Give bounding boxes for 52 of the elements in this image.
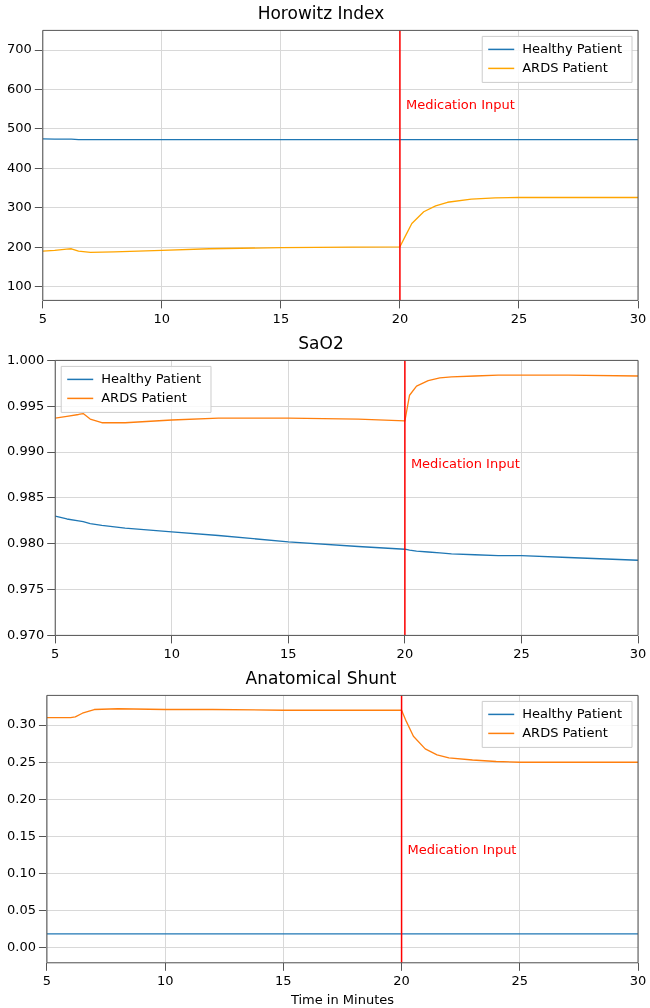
y-tick-label: 0.25	[6, 753, 36, 769]
chart-title: Horowitz Index	[257, 2, 385, 23]
legend-label: ARDS Patient	[522, 59, 608, 75]
y-tick-label: 500	[6, 120, 32, 136]
y-tick-label: 100	[6, 277, 32, 293]
x-tick-label: 15	[275, 972, 292, 988]
x-tick-label: 25	[513, 645, 530, 661]
x-tick-label: 25	[511, 972, 529, 988]
y-tick-label: 600	[6, 80, 32, 96]
legend-label: Healthy Patient	[522, 40, 622, 56]
y-tick-label: 0.985	[7, 489, 45, 505]
y-tick-label: 0.15	[6, 827, 36, 843]
y-tick-label: 0.970	[7, 626, 45, 642]
legend-label: ARDS Patient	[101, 389, 187, 405]
y-tick-label: 400	[6, 159, 32, 175]
x-tick-label: 5	[42, 972, 52, 988]
x-tick-label: 10	[153, 310, 171, 326]
x-tick-label: 20	[391, 310, 409, 326]
x-tick-label: 15	[272, 310, 290, 326]
y-tick-label: 200	[6, 238, 32, 254]
y-tick-label: 0.10	[6, 865, 36, 881]
legend-label: Healthy Patient	[522, 705, 622, 721]
y-tick-label: 0.990	[7, 443, 45, 459]
x-tick-label: 25	[510, 310, 528, 326]
x-tick-label: 30	[629, 972, 647, 988]
x-tick-label: 10	[156, 972, 174, 988]
y-tick-label: 0.975	[7, 580, 45, 596]
ref-line-label: Medication Input	[410, 456, 520, 472]
y-tick-label: 1.000	[7, 351, 45, 367]
y-tick-label: 700	[6, 41, 32, 57]
x-tick-label: 5	[38, 310, 47, 326]
y-tick-label: 0.995	[7, 397, 45, 413]
x-tick-label: 15	[280, 645, 297, 661]
chart-title: Anatomical Shunt	[245, 667, 397, 688]
ref-line-label: Medication Input	[407, 841, 517, 857]
chart-title: SaO2	[298, 332, 344, 353]
y-tick-label: 300	[6, 199, 32, 215]
x-tick-label: 10	[163, 645, 181, 661]
y-tick-label: 0.980	[7, 535, 45, 551]
x-tick-label: 5	[51, 645, 60, 661]
y-tick-label: 0.30	[6, 716, 36, 732]
y-tick-label: 0.20	[6, 790, 36, 806]
y-tick-label: 0.05	[6, 902, 36, 918]
x-tick-label: 20	[396, 645, 414, 661]
legend-label: Healthy Patient	[101, 370, 201, 386]
x-tick-label: 30	[629, 645, 647, 661]
x-tick-label: 20	[393, 972, 410, 988]
legend-label: ARDS Patient	[522, 724, 608, 740]
y-tick-label: 0.00	[6, 939, 36, 955]
x-axis-title: Time in Minutes	[289, 991, 395, 1007]
ref-line-label: Medication Input	[405, 97, 515, 113]
x-tick-label: 30	[629, 310, 647, 326]
